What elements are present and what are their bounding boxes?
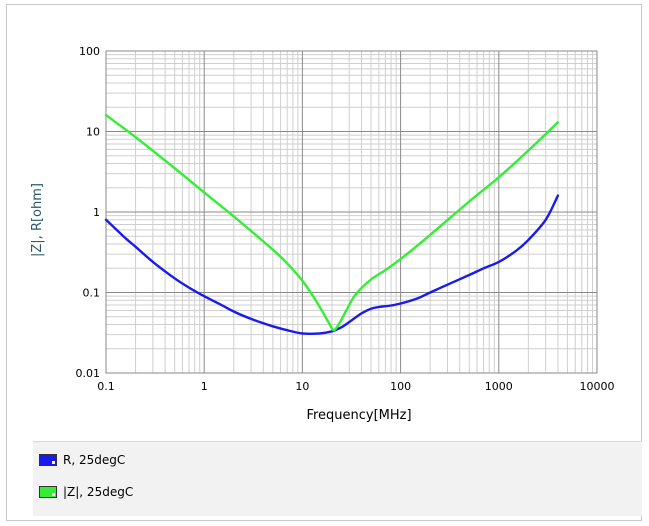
plot-border: [105, 50, 598, 374]
legend-item-z[interactable]: |Z|, 25degC: [39, 482, 133, 502]
x-tick-label: 10: [295, 380, 309, 393]
series-line-1: [104, 113, 560, 332]
y-tick-label: 10: [86, 126, 100, 139]
x-axis-label: Frequency[MHz]: [306, 408, 411, 423]
y-tick-label: 100: [79, 45, 100, 58]
y-tick-label: 0.01: [76, 367, 101, 380]
x-tick-label: 10000: [580, 380, 615, 393]
y-axis-label: |Z|, R[ohm]: [30, 183, 45, 257]
legend-swatch-z: [39, 486, 57, 498]
x-tick-label: 1000: [485, 380, 513, 393]
x-tick-label: 1: [201, 380, 208, 393]
chart-panel: 0.1 1 10 100 1000 10000 0.01 0.1 1 10 100 Frequenc…: [6, 4, 642, 521]
y-tick-label: 0.1: [83, 287, 101, 300]
legend-item-r[interactable]: R, 25degC: [39, 450, 125, 470]
legend: R, 25degC |Z|, 25degC: [33, 441, 642, 516]
y-tick-label: 1: [93, 206, 100, 219]
legend-label-r: R, 25degC: [63, 453, 126, 467]
series-line-0: [104, 194, 560, 335]
legend-swatch-r: [39, 454, 57, 466]
series: [104, 113, 560, 335]
legend-label-z: |Z|, 25degC: [63, 485, 134, 499]
x-tick-label: 0.1: [97, 380, 115, 393]
grid: [105, 50, 598, 374]
x-tick-label: 100: [390, 380, 411, 393]
